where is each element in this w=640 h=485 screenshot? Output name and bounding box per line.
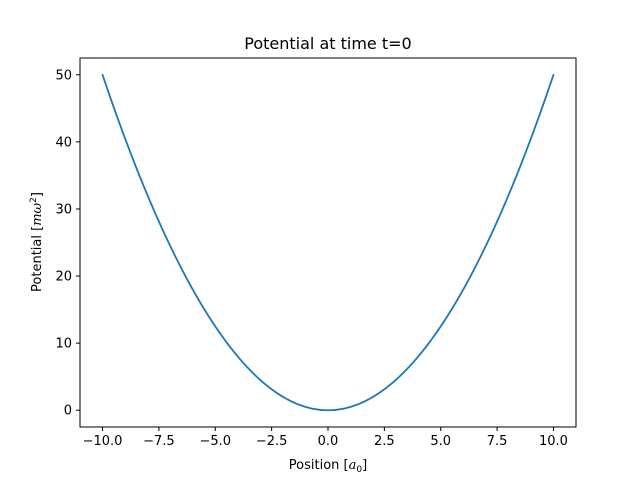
x-tick-label: 0.0 <box>318 434 339 449</box>
y-axis-ticks: 0 10 20 30 40 50 <box>55 68 80 419</box>
axes-frame <box>79 57 577 428</box>
y-axis-label-superscript: 2 <box>29 197 39 203</box>
x-tick-label: −10.0 <box>83 434 123 449</box>
x-tick-label: 7.5 <box>487 434 508 449</box>
y-axis-label-prefix: Potential [ <box>30 226 45 292</box>
y-axis-label: Potential [mω2] <box>29 192 45 292</box>
y-tick-label: 20 <box>55 270 72 285</box>
x-tick-label: 2.5 <box>374 434 395 449</box>
plot-area <box>101 73 555 412</box>
x-tick-label: 10.0 <box>539 434 568 449</box>
chart-title: Potential at time t=0 <box>244 34 411 53</box>
x-axis-label-symbol: a <box>349 458 357 473</box>
x-axis-label-suffix: ] <box>362 458 367 473</box>
y-tick-label: 50 <box>55 68 72 83</box>
y-tick-label: 30 <box>55 202 72 217</box>
x-axis-label-subscript: 0 <box>356 465 362 475</box>
series-line-0 <box>101 73 555 412</box>
y-axis-label-symbol: mω <box>30 202 45 225</box>
x-tick-label: −2.5 <box>256 434 288 449</box>
x-axis-ticks: −10.0 −7.5 −5.0 −2.5 0.0 2.5 5.0 7.5 10.0 <box>83 427 568 449</box>
y-tick-label: 10 <box>55 337 72 352</box>
x-tick-label: −7.5 <box>143 434 175 449</box>
x-axis-label-prefix: Position [ <box>289 458 349 473</box>
x-tick-label: 5.0 <box>430 434 451 449</box>
x-tick-label: −5.0 <box>199 434 231 449</box>
x-axis-label: Position [a0] <box>289 458 367 475</box>
y-tick-label: 40 <box>55 135 72 150</box>
y-tick-label: 0 <box>64 404 72 419</box>
y-axis-label-suffix: ] <box>30 192 45 197</box>
